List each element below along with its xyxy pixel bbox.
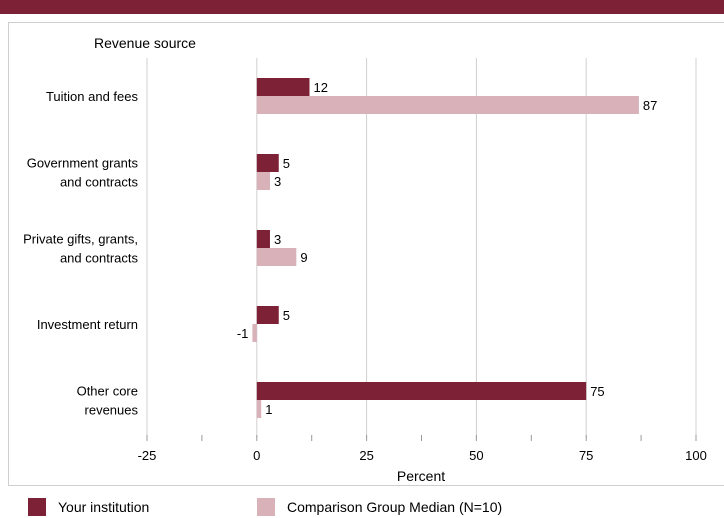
bars <box>252 78 639 418</box>
category-label: and contracts <box>60 251 139 266</box>
bar-your-institution <box>256 230 270 248</box>
data-label: 87 <box>643 98 657 113</box>
header-bar <box>0 0 724 14</box>
category-label: Other core <box>77 384 138 399</box>
data-label: 9 <box>300 250 307 265</box>
bar-comparison-median <box>256 96 639 114</box>
x-tick-label: 0 <box>253 448 260 463</box>
bar-your-institution <box>256 382 587 400</box>
category-axis-title: Revenue source <box>94 35 196 51</box>
data-label: 75 <box>590 384 604 399</box>
legend-item-comparison-median: Comparison Group Median (N=10) <box>257 498 502 516</box>
legend: Your institution Comparison Group Median… <box>0 494 724 518</box>
x-tick-label: 75 <box>579 448 593 463</box>
x-tick-label: 50 <box>469 448 483 463</box>
data-label: 5 <box>283 308 290 323</box>
category-label: and contracts <box>60 175 139 190</box>
legend-swatch <box>28 498 46 516</box>
bar-comparison-median <box>256 400 262 418</box>
bar-your-institution <box>256 154 279 172</box>
bar-comparison-median <box>256 172 270 190</box>
category-label: Tuition and fees <box>46 89 139 104</box>
x-tick-label: 100 <box>685 448 707 463</box>
data-label: -1 <box>237 326 249 341</box>
legend-label: Your institution <box>58 499 150 515</box>
data-label: 1 <box>265 402 272 417</box>
x-tick-label: -25 <box>138 448 157 463</box>
data-label: 12 <box>314 80 328 95</box>
data-label: 5 <box>283 156 290 171</box>
category-label: Investment return <box>37 317 138 332</box>
bar-your-institution <box>256 78 310 96</box>
category-label: Government grants <box>27 156 139 171</box>
legend-label: Comparison Group Median (N=10) <box>287 499 503 515</box>
category-labels: Tuition and fees Government grants and con… <box>23 89 138 418</box>
x-axis-title: Percent <box>397 468 445 484</box>
category-label: Private gifts, grants, <box>23 232 138 247</box>
legend-item-your-institution: Your institution <box>28 498 149 516</box>
bar-comparison-median <box>252 324 257 342</box>
x-tick-label: 25 <box>359 448 373 463</box>
data-label: 3 <box>274 174 281 189</box>
legend-swatch <box>257 498 275 516</box>
bar-comparison-median <box>256 248 297 266</box>
bar-your-institution <box>256 306 279 324</box>
data-label: 3 <box>274 232 281 247</box>
category-label: revenues <box>85 403 139 418</box>
x-tick-labels: -25 0 25 50 75 100 <box>138 448 707 463</box>
